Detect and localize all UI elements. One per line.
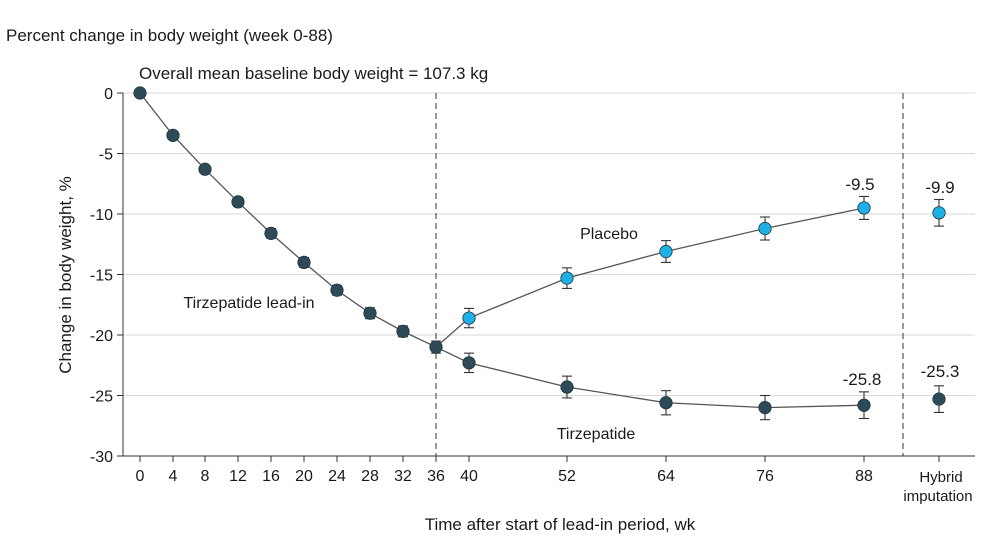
data-point-placebo (462, 311, 476, 325)
x-tick-label: 0 (136, 468, 145, 485)
chart-title: Percent change in body weight (week 0-88… (6, 26, 333, 45)
data-point-placebo (560, 271, 574, 285)
data-point-tirzepatide-lead-in (198, 162, 212, 176)
data-point-tirzepatide-lead-in (429, 340, 443, 354)
data-point-tirzepatide-lead-in (264, 226, 278, 240)
hybrid-imputation-tick-line2: imputation (903, 488, 972, 505)
data-point-tirzepatide-lead-in (231, 195, 245, 209)
x-tick-label: 40 (460, 468, 478, 485)
data-point-tirzepatide (560, 380, 574, 394)
series-label-placebo: Placebo (580, 226, 638, 243)
chart-subtitle: Overall mean baseline body weight = 107.… (139, 64, 488, 83)
data-label-hybrid-placebo: -9.9 (925, 178, 954, 197)
data-point-tirzepatide-lead-in (133, 86, 147, 100)
series-line-tirzepatide-lead-in (139, 92, 437, 348)
y-axis-label: Change in body weight, % (56, 176, 75, 374)
x-tick-label: 28 (361, 468, 379, 485)
x-tick-label: 76 (756, 468, 774, 485)
x-tick-label: 64 (657, 468, 675, 485)
data-label-placebo-88: -9.5 (845, 175, 874, 194)
data-point-tirzepatide-lead-in (396, 324, 410, 338)
data-point-tirzepatide-lead-in (166, 128, 180, 142)
y-tick-label: -15 (90, 268, 113, 285)
data-point-tirzepatide-lead-in (330, 283, 344, 297)
series-label-tirzepatide: Tirzepatide (557, 426, 636, 443)
data-point-tirzepatide (659, 396, 673, 410)
x-tick-label: 32 (394, 468, 412, 485)
data-point-tirzepatide (462, 356, 476, 370)
data-point-placebo (758, 221, 772, 236)
points-group (133, 86, 946, 415)
x-tick-label: 20 (295, 468, 313, 485)
y-tick-label: -10 (90, 207, 113, 224)
data-label-hybrid-tirzepatide: -25.3 (921, 362, 960, 381)
y-tick-label: -30 (90, 449, 113, 466)
data-point-hybrid-tirzepatide (932, 392, 946, 406)
x-tick-label: 12 (229, 468, 247, 485)
data-point-tirzepatide-lead-in (297, 255, 311, 269)
x-tick-label: 36 (427, 468, 445, 485)
data-point-placebo (857, 201, 871, 215)
data-point-tirzepatide (758, 400, 772, 415)
x-tick-label: 52 (558, 468, 576, 485)
axes-group: 0 -5 -10 -15 -20 -25 -30 0 4 8 12 16 20 24 28 32 36 40 52 6… (90, 86, 975, 485)
x-tick-label: 88 (855, 468, 873, 485)
data-point-tirzepatide (857, 398, 871, 412)
data-point-hybrid-placebo (932, 206, 946, 220)
series-line-tirzepatide (435, 346, 865, 409)
series-line-placebo (435, 207, 865, 348)
hybrid-imputation-tick-line1: Hybrid (919, 469, 962, 486)
grid-group (123, 92, 975, 456)
x-tick-label: 4 (169, 468, 178, 485)
x-tick-label: 16 (262, 468, 280, 485)
series-label-lead-in: Tirzepatide lead-in (183, 295, 314, 312)
y-tick-label: -25 (90, 389, 113, 406)
series-lines-group (139, 92, 865, 409)
data-point-tirzepatide-lead-in (363, 306, 377, 320)
x-tick-label: 24 (328, 468, 346, 485)
x-axis-label: Time after start of lead-in period, wk (425, 515, 696, 534)
y-tick-label: -5 (99, 147, 113, 164)
data-label-tirzepatide-88: -25.8 (843, 370, 882, 389)
data-point-placebo (659, 244, 673, 259)
x-tick-label: 8 (201, 468, 210, 485)
y-tick-label: -20 (90, 328, 113, 345)
y-tick-label: 0 (104, 86, 113, 103)
